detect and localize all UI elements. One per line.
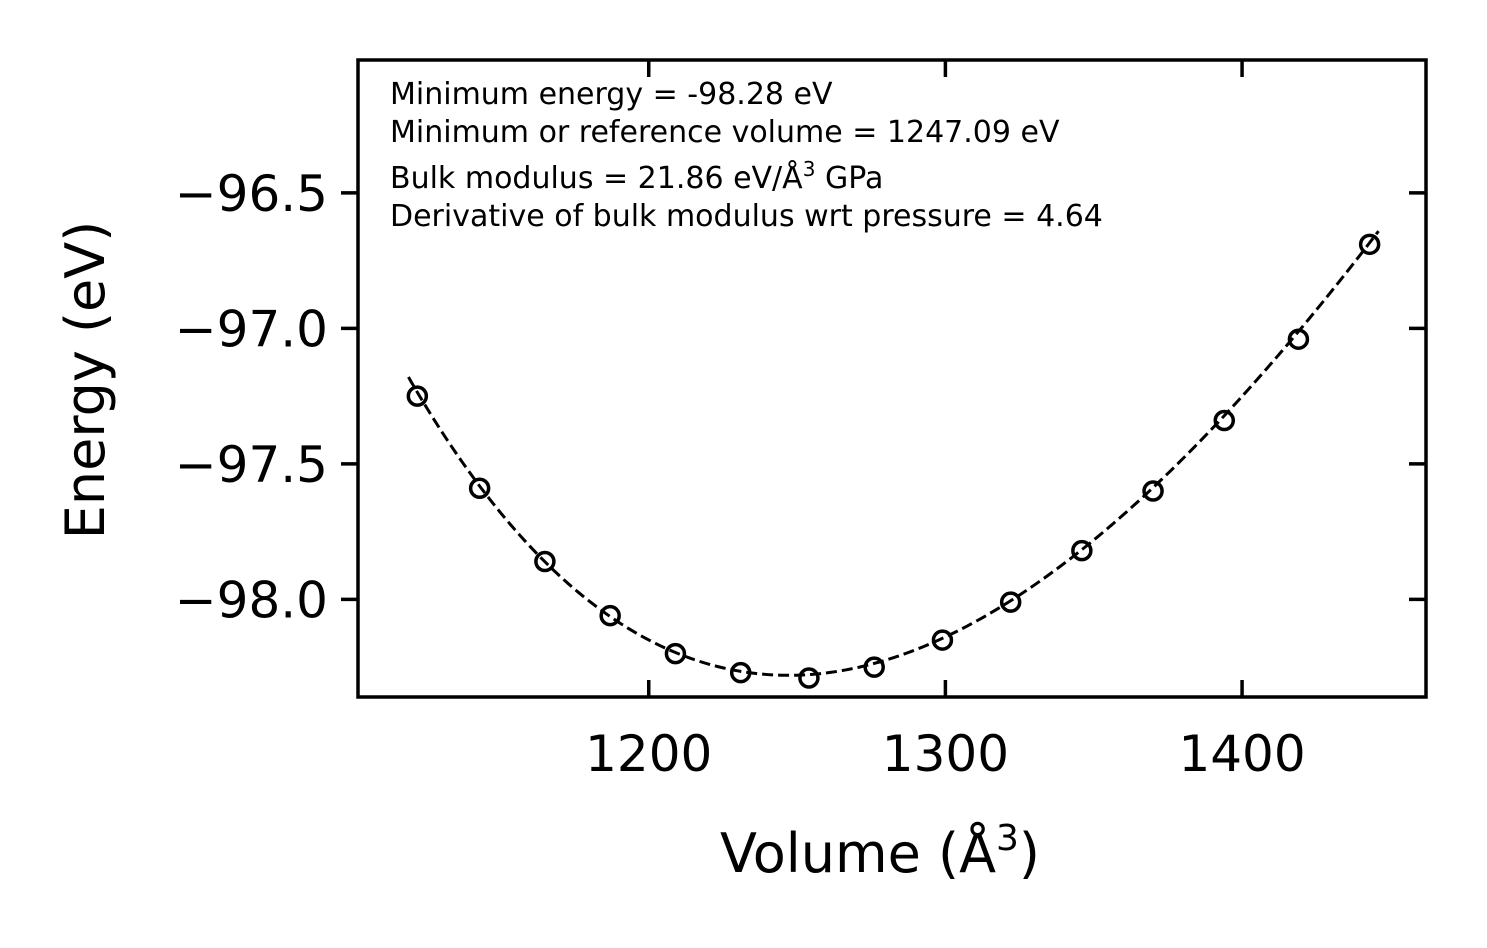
annotation-bulk-modulus-unit: GPa (815, 161, 883, 196)
data-point (1358, 233, 1381, 256)
annotation-min-energy: Minimum energy = -98.28 eV (390, 77, 833, 112)
y-axis-label: Energy (eV) (54, 221, 117, 540)
annotation-bulk-modulus: Bulk modulus = 21.86 eV/Å3 GPa (390, 157, 883, 196)
y-tick-label: −98.0 (175, 571, 328, 629)
data-point (534, 550, 556, 573)
ticks-layer: 1200 1300 1400 −96.5 −97.0 −97.5 −98.0 (175, 60, 1426, 783)
x-tick-label: 1200 (585, 725, 712, 783)
data-point (1213, 409, 1236, 432)
y-tick-label: −96.5 (175, 165, 328, 223)
x-axis-label-close: ) (1019, 822, 1040, 885)
data-point (406, 385, 429, 407)
x-axis-label-text: Volume (Å (720, 821, 996, 885)
y-tick-label: −97.5 (175, 436, 328, 494)
annotation-bulk-modulus-sup: 3 (803, 157, 816, 181)
data-point (1071, 539, 1093, 562)
x-axis-label: Volume (Å3) (720, 818, 1040, 885)
plot-frame (356, 58, 1428, 699)
data-point (1287, 328, 1310, 350)
fit-curve (407, 230, 1380, 677)
x-axis-label-sup: 3 (996, 818, 1019, 859)
y-tick-label: −97.0 (175, 300, 328, 358)
data-point (999, 591, 1022, 613)
points-layer (406, 233, 1381, 689)
annotation-box: Minimum energy = -98.28 eV Minimum or re… (390, 77, 1103, 234)
data-point (599, 604, 621, 627)
data-point (468, 477, 491, 500)
data-point (798, 667, 820, 689)
annotation-bulk-modulus-derivative: Derivative of bulk modulus wrt pressure … (390, 199, 1103, 234)
fit-layer (407, 230, 1380, 677)
x-tick-label: 1300 (882, 725, 1009, 783)
data-point (931, 629, 954, 651)
data-point (729, 661, 752, 684)
data-point (1142, 480, 1164, 502)
data-point (863, 656, 885, 678)
x-tick-label: 1400 (1178, 725, 1305, 783)
annotation-ref-volume: Minimum or reference volume = 1247.09 eV (390, 115, 1060, 150)
data-point (664, 642, 687, 665)
annotation-bulk-modulus-text: Bulk modulus = 21.86 eV/Å (390, 160, 803, 196)
